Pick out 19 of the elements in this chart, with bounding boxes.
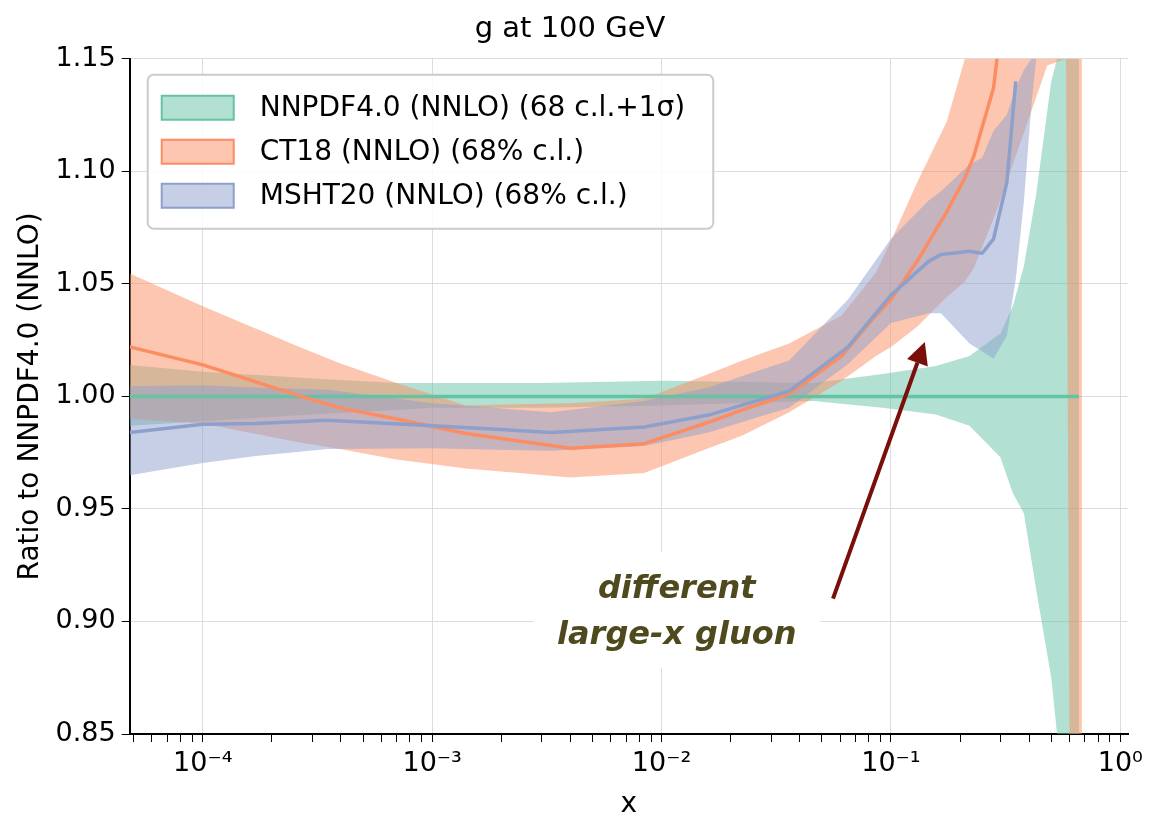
- x-tick-label: 10⁰: [1097, 746, 1143, 778]
- x-tick-label: 10⁻³: [402, 746, 462, 778]
- y-tick-label: 0.85: [55, 716, 116, 748]
- x-tick-label: 10⁻²: [631, 746, 692, 778]
- y-axis-title: Ratio to NNPDF4.0 (NNLO): [12, 212, 46, 581]
- y-tick-label: 1.05: [55, 265, 116, 297]
- legend-label: MSHT20 (NNLO) (68% c.l.): [259, 178, 628, 212]
- y-tick-label: 1.10: [55, 153, 116, 185]
- x-tick-label: 10⁻¹: [861, 746, 921, 778]
- legend-label: CT18 (NNLO) (68% c.l.): [259, 134, 585, 168]
- x-axis-title: x: [620, 786, 638, 820]
- y-tick-label: 1.00: [55, 378, 116, 410]
- y-tick-label: 1.15: [55, 40, 116, 72]
- chart-title: g at 100 GeV: [474, 9, 666, 44]
- y-tick-label: 0.95: [55, 490, 116, 522]
- legend-label: NNPDF4.0 (NNLO) (68 c.l.+1σ): [259, 90, 686, 124]
- x-tick-label: 10⁻⁴: [173, 746, 233, 778]
- annotation: different large-x gluon: [533, 551, 821, 668]
- y-tick-label: 0.90: [55, 603, 116, 635]
